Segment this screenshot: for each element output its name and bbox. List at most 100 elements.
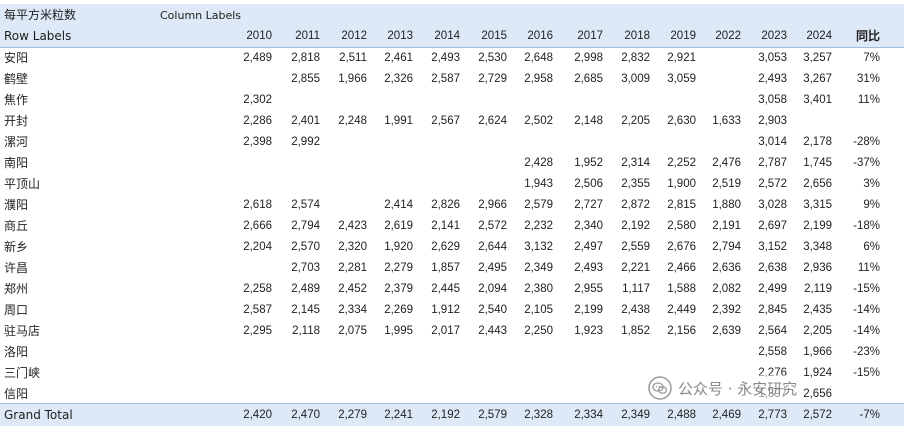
value-cell[interactable]: 2,567 xyxy=(431,115,460,127)
value-cell[interactable]: 2,204 xyxy=(243,241,272,253)
value-cell[interactable]: 2,587 xyxy=(243,304,272,316)
row-label[interactable]: 开封 xyxy=(4,114,29,128)
total-value-cell[interactable]: 2,349 xyxy=(621,409,650,421)
value-cell[interactable]: 2,248 xyxy=(338,115,367,127)
value-cell[interactable]: 2,380 xyxy=(524,283,553,295)
value-cell[interactable]: 2,493 xyxy=(574,262,603,274)
value-cell[interactable]: 1,924 xyxy=(803,367,832,379)
value-cell[interactable]: 2,502 xyxy=(524,115,553,127)
value-cell[interactable]: 1,920 xyxy=(384,241,413,253)
value-cell[interactable]: 2,574 xyxy=(291,199,320,211)
value-cell[interactable]: 2,355 xyxy=(621,178,650,190)
value-cell[interactable]: 2,205 xyxy=(803,325,832,337)
total-value-cell[interactable]: 2,572 xyxy=(803,409,832,421)
value-cell[interactable]: 3,053 xyxy=(758,52,787,64)
value-cell[interactable]: 2,493 xyxy=(431,52,460,64)
value-cell[interactable]: 2,221 xyxy=(621,262,650,274)
value-cell[interactable]: 2,401 xyxy=(291,115,320,127)
value-cell[interactable]: 2,580 xyxy=(667,220,696,232)
value-cell[interactable]: 2,794 xyxy=(712,241,741,253)
value-cell[interactable]: 2,428 xyxy=(524,157,553,169)
value-cell[interactable]: 2,489 xyxy=(291,283,320,295)
value-cell[interactable]: 1,397 xyxy=(758,388,787,400)
value-cell[interactable]: 2,559 xyxy=(621,241,650,253)
value-cell[interactable]: 2,872 xyxy=(621,199,650,211)
value-cell[interactable]: 1,633 xyxy=(712,115,741,127)
value-cell[interactable]: 2,145 xyxy=(291,304,320,316)
value-cell[interactable]: 2,476 xyxy=(712,157,741,169)
value-cell[interactable]: 2,148 xyxy=(574,115,603,127)
total-value-cell[interactable]: 2,328 xyxy=(524,409,553,421)
value-cell[interactable]: 2,443 xyxy=(478,325,507,337)
value-cell[interactable]: 2,349 xyxy=(524,262,553,274)
value-cell[interactable]: 2,639 xyxy=(712,325,741,337)
value-cell[interactable]: 2,435 xyxy=(803,304,832,316)
value-cell[interactable]: 2,423 xyxy=(338,220,367,232)
value-cell[interactable]: 2,466 xyxy=(667,262,696,274)
total-value-cell[interactable]: 2,773 xyxy=(758,409,787,421)
value-cell[interactable]: 2,314 xyxy=(621,157,650,169)
total-value-cell[interactable]: 2,579 xyxy=(478,409,507,421)
yoy-cell[interactable]: -14% xyxy=(853,325,880,337)
value-cell[interactable]: 2,269 xyxy=(384,304,413,316)
value-cell[interactable]: 1,745 xyxy=(803,157,832,169)
value-cell[interactable]: 3,315 xyxy=(803,199,832,211)
yoy-cell[interactable]: -15% xyxy=(853,283,880,295)
total-value-cell[interactable]: 2,279 xyxy=(338,409,367,421)
row-label[interactable]: 三门峡 xyxy=(4,366,41,380)
row-labels-header[interactable]: Row Labels xyxy=(4,29,72,43)
yoy-cell[interactable]: 3% xyxy=(863,178,880,190)
row-label[interactable]: 许昌 xyxy=(4,261,29,275)
value-cell[interactable]: 2,199 xyxy=(803,220,832,232)
total-value-cell[interactable]: 2,420 xyxy=(243,409,272,421)
value-cell[interactable]: 2,936 xyxy=(803,262,832,274)
value-cell[interactable]: 2,530 xyxy=(478,52,507,64)
value-cell[interactable]: 2,619 xyxy=(384,220,413,232)
row-label[interactable]: 商丘 xyxy=(4,219,29,233)
yoy-cell[interactable]: -18% xyxy=(853,220,880,232)
row-label[interactable]: 鹤壁 xyxy=(4,72,29,86)
row-label[interactable]: 郑州 xyxy=(4,282,29,296)
total-yoy-cell[interactable]: -7% xyxy=(859,409,880,421)
year-header-2022[interactable]: 2022 xyxy=(715,30,741,42)
value-cell[interactable]: 2,818 xyxy=(291,52,320,64)
yoy-cell[interactable]: 31% xyxy=(856,73,880,85)
value-cell[interactable]: 2,685 xyxy=(574,73,603,85)
value-cell[interactable]: 2,414 xyxy=(384,199,413,211)
value-cell[interactable]: 1,852 xyxy=(621,325,650,337)
yoy-cell[interactable]: -14% xyxy=(853,304,880,316)
value-cell[interactable]: 2,966 xyxy=(478,199,507,211)
value-cell[interactable]: 2,787 xyxy=(758,157,787,169)
value-cell[interactable]: 3,267 xyxy=(803,73,832,85)
year-header-2015[interactable]: 2015 xyxy=(481,30,507,42)
value-cell[interactable]: 2,452 xyxy=(338,283,367,295)
value-cell[interactable]: 2,392 xyxy=(712,304,741,316)
total-value-cell[interactable]: 2,334 xyxy=(574,409,603,421)
year-header-2013[interactable]: 2013 xyxy=(387,30,413,42)
value-cell[interactable]: 2,082 xyxy=(712,283,741,295)
value-cell[interactable]: 1,966 xyxy=(803,346,832,358)
value-cell[interactable]: 1,912 xyxy=(431,304,460,316)
value-cell[interactable]: 2,955 xyxy=(574,283,603,295)
value-cell[interactable]: 1,880 xyxy=(712,199,741,211)
year-header-2014[interactable]: 2014 xyxy=(434,30,460,42)
row-label[interactable]: 平顶山 xyxy=(4,177,41,191)
year-header-2016[interactable]: 2016 xyxy=(527,30,553,42)
value-field-label[interactable]: 每平方米粒数 xyxy=(4,8,77,22)
yoy-header[interactable]: 同比 xyxy=(855,29,880,43)
value-cell[interactable]: 2,119 xyxy=(804,283,832,295)
value-cell[interactable]: 3,152 xyxy=(758,241,787,253)
year-header-2019[interactable]: 2019 xyxy=(670,30,696,42)
value-cell[interactable]: 3,257 xyxy=(803,52,832,64)
yoy-cell[interactable]: 11% xyxy=(857,262,880,274)
value-cell[interactable]: 2,587 xyxy=(431,73,460,85)
value-cell[interactable]: 2,191 xyxy=(712,220,741,232)
row-label[interactable]: 南阳 xyxy=(4,156,29,170)
value-cell[interactable]: 2,438 xyxy=(621,304,650,316)
value-cell[interactable]: 2,506 xyxy=(574,178,603,190)
value-cell[interactable]: 2,279 xyxy=(384,262,413,274)
value-cell[interactable]: 2,493 xyxy=(758,73,787,85)
yoy-cell[interactable]: 6% xyxy=(863,241,880,253)
total-value-cell[interactable]: 2,192 xyxy=(431,409,460,421)
value-cell[interactable]: 2,572 xyxy=(758,178,787,190)
